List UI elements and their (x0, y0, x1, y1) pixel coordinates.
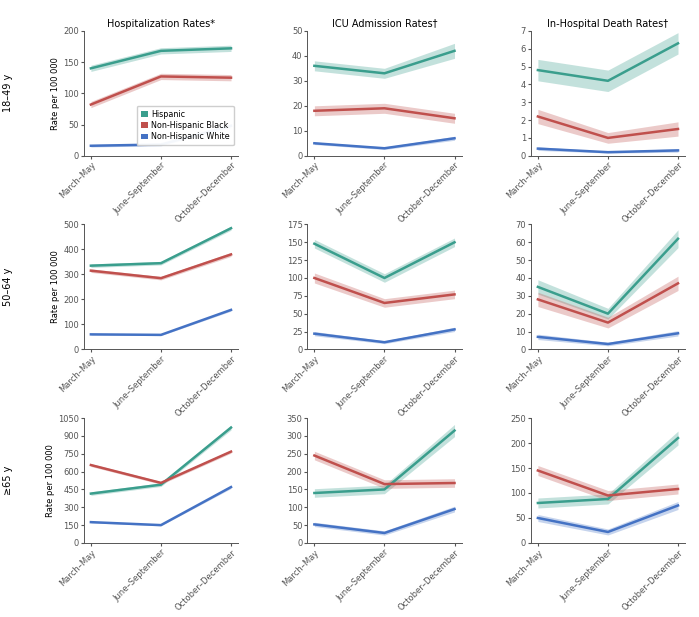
Y-axis label: Rate per 100 000: Rate per 100 000 (46, 444, 55, 517)
Text: 50–64 y: 50–64 y (3, 268, 13, 306)
Title: ICU Admission Rates†: ICU Admission Rates† (332, 19, 437, 28)
Legend: Hispanic, Non-Hispanic Black, Non-Hispanic White: Hispanic, Non-Hispanic Black, Non-Hispan… (137, 106, 234, 146)
Title: Hospitalization Rates*: Hospitalization Rates* (107, 19, 215, 28)
Title: In-Hospital Death Rates†: In-Hospital Death Rates† (547, 19, 668, 28)
Text: ≥65 y: ≥65 y (3, 466, 13, 495)
Y-axis label: Rate per 100 000: Rate per 100 000 (52, 57, 61, 130)
Text: 18–49 y: 18–49 y (3, 74, 13, 112)
Y-axis label: Rate per 100 000: Rate per 100 000 (51, 251, 60, 323)
